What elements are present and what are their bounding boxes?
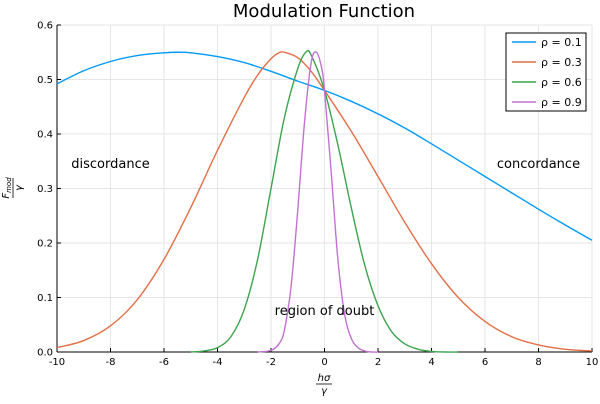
series-line-2 xyxy=(56,51,593,352)
x-axis-label-denominator: γ xyxy=(321,386,328,397)
x-tick-label: 4 xyxy=(428,357,434,368)
y-tick-label: 0.2 xyxy=(37,239,53,250)
series-line-1 xyxy=(56,51,593,241)
series-line-4 xyxy=(257,51,379,353)
series-lines xyxy=(56,49,593,353)
x-tick-label: -4 xyxy=(213,357,223,368)
x-tick-label: 8 xyxy=(535,357,541,368)
legend-label: ρ = 0.6 xyxy=(541,76,582,89)
y-axis-label: Fmod γ xyxy=(1,177,25,199)
annotations: discordance concordance region of doubt xyxy=(71,157,580,319)
x-tick-label: 6 xyxy=(482,357,488,368)
y-axis-label-denominator: γ xyxy=(14,184,25,191)
axes: -10 -8 -6 -4 -2 0 2 4 6 8 10 0.0 0.1 0.2 0.3 0.4 0.5 0.6 xyxy=(37,21,598,369)
y-tick-label: 0.5 xyxy=(37,75,53,86)
x-tick-label: -6 xyxy=(159,357,169,368)
legend-box xyxy=(505,32,587,112)
annotation-3: region of doubt xyxy=(275,304,375,319)
annotation-2: concordance xyxy=(497,157,580,172)
x-axis-label: hσ γ xyxy=(316,373,332,397)
legend-label: ρ = 0.1 xyxy=(541,36,582,49)
x-tick-label: -8 xyxy=(106,357,116,368)
y-tick-label: 0.3 xyxy=(37,184,53,195)
x-tick-label: 0 xyxy=(321,357,327,368)
x-tick-label: -2 xyxy=(266,357,276,368)
x-axis-label-numerator: hσ xyxy=(318,373,331,384)
y-tick-label: 0.0 xyxy=(37,348,53,359)
annotation-1: discordance xyxy=(71,157,149,172)
x-tick-label: -10 xyxy=(49,357,65,368)
series-line-3 xyxy=(190,49,459,353)
legend: ρ = 0.1 ρ = 0.3 ρ = 0.6 ρ = 0.9 xyxy=(505,32,587,112)
y-axis-label-symbol: F xyxy=(1,193,12,199)
y-tick-label: 0.1 xyxy=(37,293,53,304)
y-axis-label-subscript: mod xyxy=(5,177,13,193)
legend-label: ρ = 0.3 xyxy=(541,56,582,69)
y-axis-label-numerator: Fmod xyxy=(1,177,13,199)
chart-title: Modulation Function xyxy=(233,1,415,22)
y-tick-label: 0.6 xyxy=(37,21,53,32)
y-tick-label: 0.4 xyxy=(37,130,53,141)
x-tick-label: 2 xyxy=(375,357,381,368)
x-tick-label: 10 xyxy=(586,357,599,368)
legend-label: ρ = 0.9 xyxy=(541,96,582,109)
